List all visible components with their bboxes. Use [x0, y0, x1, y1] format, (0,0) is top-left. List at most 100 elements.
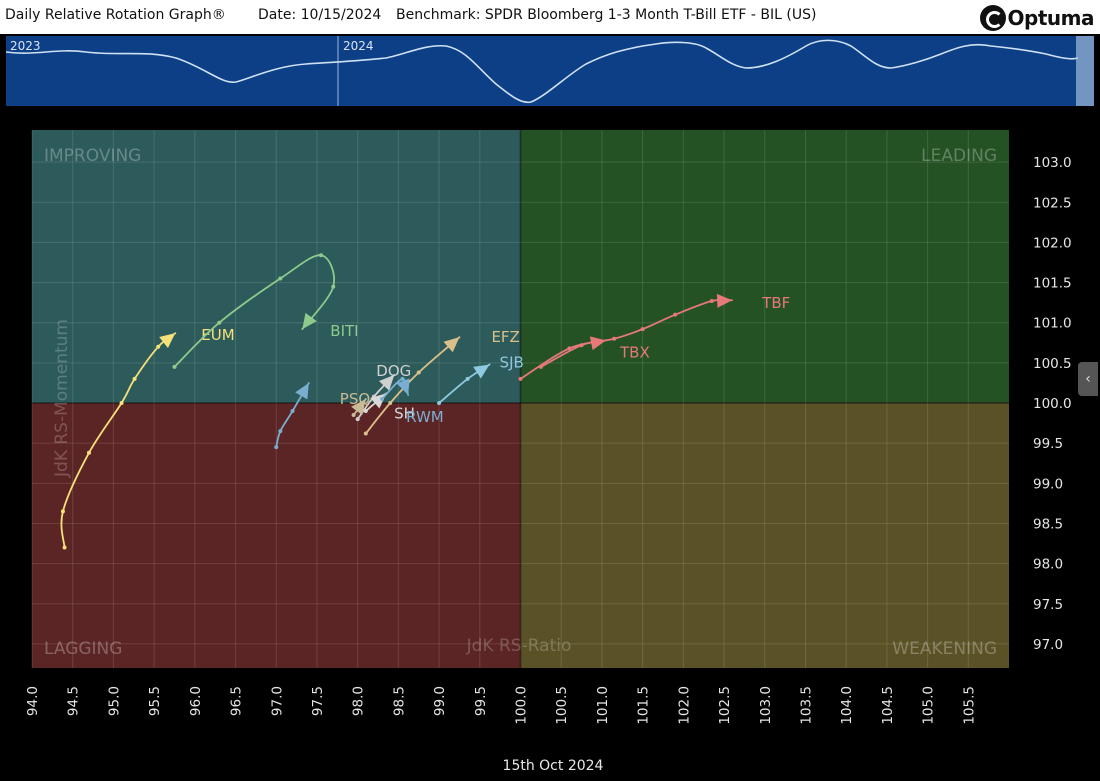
x-tick-label: 101.5 [636, 686, 652, 725]
trail-point-efz [363, 431, 368, 436]
quadrant-labels: IMPROVING LEADING LAGGING WEAKENING [44, 146, 997, 659]
rrg-chart: IMPROVING LEADING LAGGING WEAKENING JdK RS-… [25, 130, 1072, 774]
x-tick-label: 105.0 [921, 686, 937, 725]
optuma-logo: Optuma [979, 5, 1095, 31]
y-tick-label: 97.5 [1033, 597, 1063, 613]
trail-point-sjb [465, 376, 470, 381]
trail-sjb: SJB [437, 353, 524, 406]
header-bar: Daily Relative Rotation Graph® Date: 10/… [0, 0, 1100, 34]
trail-label-tbx: TBX [619, 343, 650, 361]
x-tick-label: 95.5 [147, 686, 163, 716]
trail-point-eum [156, 344, 161, 349]
trail-tbf: TBF [518, 293, 790, 381]
trail-label-tbf: TBF [761, 294, 790, 312]
trail-point-efz [416, 370, 421, 375]
trail-arrow-biti [302, 312, 317, 330]
quadrant-weakening [520, 403, 1009, 668]
trail-rwm: RWM [380, 376, 444, 426]
x-tick-label: 103.5 [798, 686, 814, 725]
trail-arrow-rwm [396, 378, 410, 395]
x-tick-label: 101.0 [595, 686, 611, 725]
trail-point-eum [86, 450, 91, 455]
trail-point-biti [278, 276, 283, 281]
trail-point-biti [331, 284, 336, 289]
x-tick-label: 94.0 [25, 686, 41, 716]
chart-benchmark: Benchmark: SPDR Bloomberg 1-3 Month T-Bi… [396, 7, 817, 23]
trail-label-biti: BITI [330, 322, 358, 340]
trail-point-tbf [709, 299, 714, 304]
trail-tbx: TBX [538, 336, 650, 369]
quadrant-label-improving: IMPROVING [44, 146, 141, 166]
axis-labels: JdK RS-Ratio JdK RS-Momentum [52, 319, 571, 656]
trail-point-unnamed [274, 445, 279, 450]
trail-point-eum [119, 401, 124, 406]
chart-date: Date: 10/15/2024 [258, 7, 382, 23]
year-label-2024: 2024 [343, 39, 374, 53]
y-tick-label: 99.5 [1033, 436, 1063, 452]
trail-point-sh [363, 409, 368, 414]
y-tick-label: 98.0 [1033, 557, 1063, 573]
quadrant-backgrounds [32, 130, 1009, 668]
y-tick-label: 102.0 [1033, 235, 1072, 251]
x-tick-label: 97.0 [269, 686, 285, 716]
optuma-logo-text: Optuma [1007, 6, 1095, 30]
trail-label-sjb: SJB [500, 353, 524, 371]
x-tick-label: 98.5 [391, 686, 407, 716]
x-tick-label: 95.0 [106, 686, 122, 716]
timeline-window-handle[interactable] [1076, 36, 1094, 106]
y-axis-label: JdK RS-Momentum [52, 319, 72, 478]
y-tick-label: 100.0 [1033, 396, 1072, 412]
chart-title: Daily Relative Rotation Graph® [5, 7, 226, 23]
x-axis-label: JdK RS-Ratio [466, 636, 572, 656]
y-tick-label: 100.5 [1033, 356, 1072, 372]
trail-point-rwm [380, 397, 385, 401]
trail-point-tbf [518, 376, 523, 381]
trail-arrow-tbx [589, 336, 606, 351]
x-tick-label: 102.5 [717, 686, 733, 725]
collapse-panel-button[interactable]: ‹ [1078, 362, 1098, 396]
timeline-overview-line [6, 39, 1079, 104]
y-tick-label: 102.5 [1033, 195, 1072, 211]
trail-biti: BITI [172, 253, 359, 369]
quadrant-label-lagging: LAGGING [44, 639, 122, 659]
trail-point-biti [217, 320, 222, 325]
trail-arrow-psq [351, 399, 366, 416]
timeline-overview-background [6, 36, 1094, 106]
chart-grid [31, 130, 1009, 668]
trail-point-eum [132, 376, 137, 381]
quadrant-improving [32, 130, 521, 404]
trail-point-psq [351, 413, 356, 418]
trail-label-sh: SH [394, 404, 415, 422]
trail-point-rwm [400, 376, 405, 381]
trail-label-rwm: RWM [406, 408, 444, 426]
optuma-logo-icon [979, 5, 1006, 31]
x-tick-label: 104.5 [880, 686, 896, 725]
trail-point-biti [172, 364, 177, 369]
y-tick-label: 101.5 [1033, 276, 1072, 292]
footer-date: 15th Oct 2024 [503, 758, 604, 774]
trail-line-biti [173, 254, 335, 368]
trail-point-eum [60, 509, 65, 514]
x-tick-label: 99.0 [432, 686, 448, 716]
y-tick-label: 98.5 [1033, 516, 1063, 532]
x-axis-ticks: 94.0 94.5 95.0 95.5 96.0 96.5 97.0 97.5 98.0 98.5… [25, 686, 977, 725]
x-tick-label: 96.0 [188, 686, 204, 716]
trail-point-biti [319, 253, 324, 258]
y-tick-label: 97.0 [1033, 637, 1063, 653]
quadrant-leading [520, 130, 1009, 404]
trail-arrow-tbf [716, 293, 733, 308]
trail-point-sjb [437, 401, 442, 406]
x-tick-label: 105.5 [961, 686, 977, 725]
trail-point-unnamed [290, 409, 295, 414]
trail-label-dog: DOG [376, 362, 411, 380]
trail-arrow-sjb [473, 364, 490, 379]
timeline-overview[interactable]: 2023 2024 [6, 36, 1094, 106]
trail-point-tbf [567, 346, 572, 351]
x-tick-label: 102.0 [676, 686, 692, 725]
trail-arrow-dog [378, 374, 395, 391]
y-tick-label: 103.0 [1033, 155, 1072, 171]
y-tick-label: 99.0 [1033, 476, 1063, 492]
x-tick-label: 100.5 [554, 686, 570, 725]
trail-arrow-efz [443, 337, 460, 353]
